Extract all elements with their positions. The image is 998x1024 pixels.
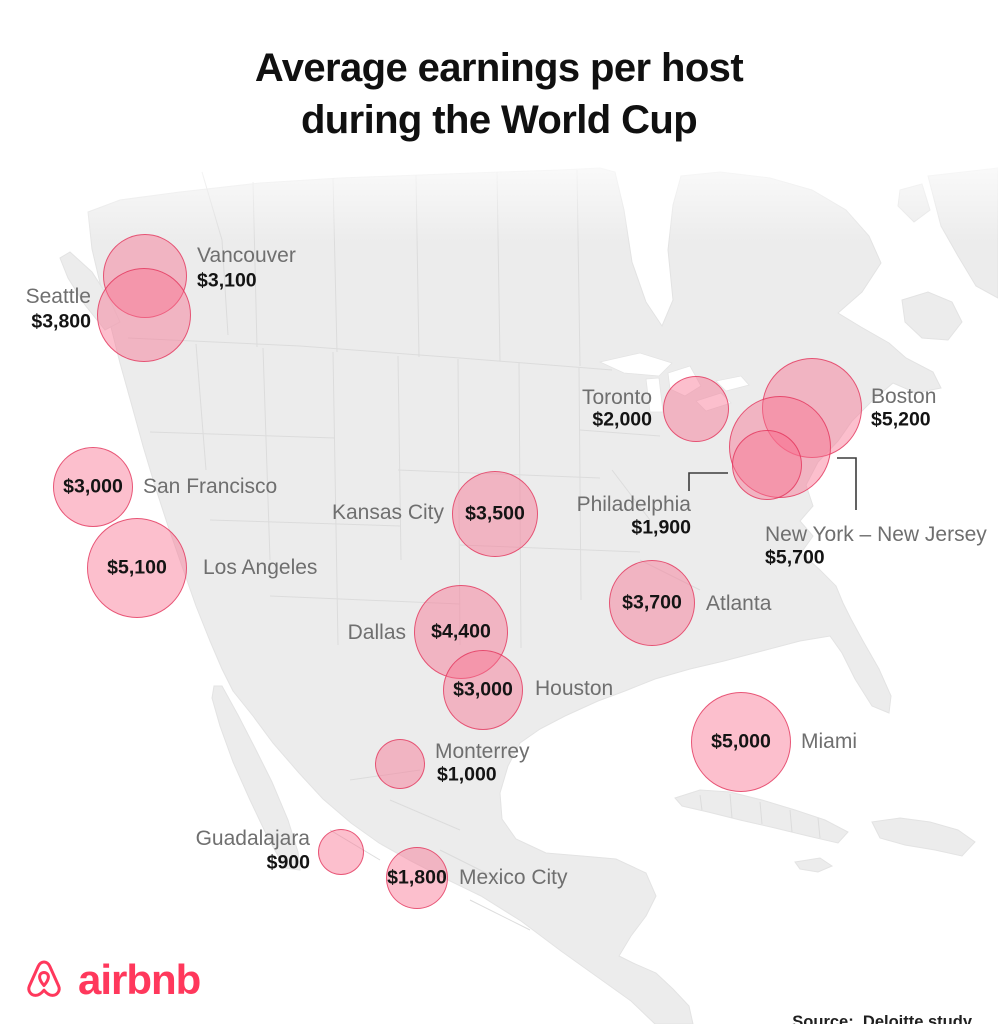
- page-title-line1: Average earnings per host: [254, 46, 744, 90]
- city-value-dallas: $4,400: [431, 620, 491, 643]
- lake-ontario: [715, 375, 750, 392]
- page-title-line2: during the World Cup: [300, 98, 698, 142]
- airbnb-wordmark: airbnb: [78, 956, 201, 1003]
- city-name-houston: Houston: [535, 677, 614, 700]
- city-name-dallas: Dallas: [347, 621, 406, 644]
- city-name-vancouver: Vancouver: [197, 244, 296, 267]
- city-name-monterrey: Monterrey: [435, 740, 530, 763]
- city-value-guadalajara: $900: [266, 851, 310, 874]
- city-value-kansas-city: $3,500: [465, 502, 525, 525]
- city-bubble-toronto: [663, 376, 729, 442]
- city-value-vancouver: $3,100: [197, 269, 257, 292]
- city-bubble-guadalajara: [318, 829, 364, 875]
- city-value-seattle: $3,800: [31, 310, 91, 333]
- city-value-san-francisco: $3,000: [63, 475, 123, 498]
- city-value-new-york-new-jersey: $5,700: [765, 546, 825, 569]
- city-value-boston: $5,200: [871, 408, 931, 431]
- lake-superior: [598, 352, 673, 377]
- city-bubble-miami: [691, 692, 791, 792]
- city-name-guadalajara: Guadalajara: [195, 827, 310, 850]
- city-name-toronto: Toronto: [581, 386, 652, 409]
- city-bubble-mexico-city: [386, 847, 448, 909]
- connector-new-york-new-jersey: [837, 457, 857, 510]
- city-name-philadelphia: Philadelphia: [576, 493, 691, 516]
- city-name-new-york-new-jersey: New York – New Jersey: [765, 523, 987, 546]
- city-value-monterrey: $1,000: [437, 763, 497, 786]
- city-value-atlanta: $3,700: [622, 591, 682, 614]
- page-title: Average earnings per host during the Wor…: [0, 42, 998, 146]
- airbnb-logo: airbnb: [20, 956, 201, 1004]
- newfoundland: [901, 291, 963, 341]
- airbnb-belo-icon: [27, 960, 61, 997]
- city-bubble-houston: [443, 650, 523, 730]
- city-bubble-los-angeles: [87, 518, 187, 618]
- city-value-mexico-city: $1,800: [387, 866, 447, 889]
- city-bubble-kansas-city: [452, 471, 538, 557]
- city-name-los-angeles: Los Angeles: [203, 556, 318, 579]
- city-bubble-monterrey: [375, 739, 425, 789]
- city-name-san-francisco: San Francisco: [143, 475, 278, 498]
- jamaica: [794, 857, 834, 873]
- connector-philadelphia: [688, 472, 728, 491]
- city-name-kansas-city: Kansas City: [331, 501, 444, 524]
- city-value-los-angeles: $5,100: [107, 556, 167, 579]
- city-name-seattle: Seattle: [25, 285, 91, 308]
- city-value-miami: $5,000: [711, 730, 771, 753]
- city-bubble-philadelphia: [732, 430, 802, 500]
- city-value-philadelphia: $1,900: [631, 516, 691, 539]
- city-value-toronto: $2,000: [592, 408, 652, 431]
- source-line1: Source: Deloitte study: [792, 1012, 972, 1024]
- hispaniola: [871, 817, 976, 857]
- city-name-atlanta: Atlanta: [706, 592, 772, 615]
- baja-california: [211, 685, 301, 871]
- city-name-mexico-city: Mexico City: [459, 866, 568, 889]
- source-note: Source: Deloitte study commissioned by A…: [775, 973, 972, 1024]
- city-name-miami: Miami: [801, 730, 857, 753]
- city-value-houston: $3,000: [453, 678, 513, 701]
- city-bubble-atlanta: [609, 560, 695, 646]
- city-bubble-seattle: [97, 268, 191, 362]
- city-name-boston: Boston: [871, 385, 937, 408]
- city-bubble-san-francisco: [53, 447, 133, 527]
